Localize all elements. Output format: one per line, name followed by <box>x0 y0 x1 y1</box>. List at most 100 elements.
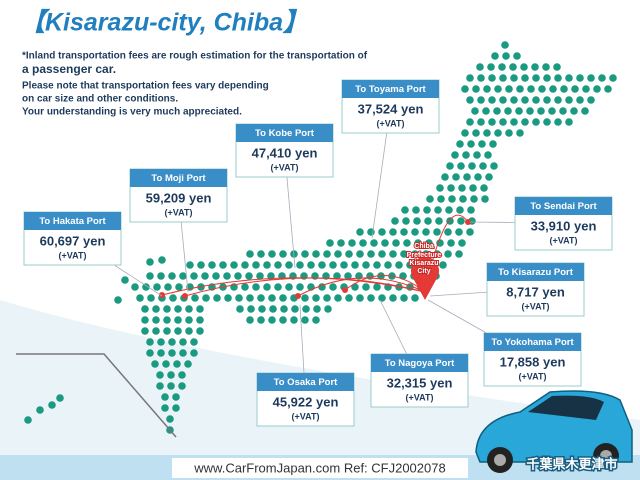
map-dot <box>423 206 431 214</box>
map-dot <box>400 294 408 302</box>
map-dot <box>456 206 464 214</box>
map-dot <box>146 272 154 280</box>
map-dot <box>172 404 180 412</box>
port-name: To Moji Port <box>151 173 206 184</box>
map-dot <box>537 107 545 115</box>
ref-box <box>172 458 468 478</box>
map-dot <box>504 107 512 115</box>
map-dot <box>301 316 309 324</box>
map-dot <box>576 96 584 104</box>
map-dot <box>466 118 474 126</box>
route <box>184 277 426 297</box>
map-dot <box>559 107 567 115</box>
map-dot <box>476 63 484 71</box>
map-dot <box>268 294 276 302</box>
map-dot <box>458 184 466 192</box>
map-dot <box>212 272 220 280</box>
map-dot <box>543 118 551 126</box>
port-tax: (+VAT) <box>292 411 320 421</box>
port-tax: (+VAT) <box>519 371 547 381</box>
note: a passenger car. <box>22 62 116 76</box>
map-dot <box>587 96 595 104</box>
map-dot <box>313 305 321 313</box>
map-dot <box>425 239 433 247</box>
origin-label: City <box>417 268 430 275</box>
note: Please note that transportation fees var… <box>22 81 269 92</box>
map-dot <box>131 283 139 291</box>
map-dot <box>274 283 282 291</box>
map-dot <box>235 294 243 302</box>
map-dot <box>378 228 386 236</box>
origin-marker: Chiba Prefecture Kisarazu City <box>406 242 442 300</box>
map-dot <box>426 195 434 203</box>
map-dot <box>312 294 320 302</box>
port-tax: (+VAT) <box>550 235 578 245</box>
map-dot <box>373 261 381 269</box>
map-dot <box>141 305 149 313</box>
map-dot <box>455 250 463 258</box>
map-dot <box>474 173 482 181</box>
port-price: 47,410 yen <box>252 145 318 160</box>
map-dot <box>147 294 155 302</box>
map-dot <box>197 261 205 269</box>
routes <box>159 214 471 299</box>
map-dot <box>392 239 400 247</box>
map-dot <box>543 74 551 82</box>
box-header <box>487 263 584 281</box>
box-header <box>515 197 612 215</box>
map-dot <box>447 184 455 192</box>
port-dot <box>159 292 165 298</box>
origin-label: Chiba <box>414 243 434 250</box>
map-dot <box>389 294 397 302</box>
map-dot <box>163 316 171 324</box>
map-dot <box>389 228 397 236</box>
map-dot <box>414 239 422 247</box>
map-dot <box>473 151 481 159</box>
map-dot <box>411 250 419 258</box>
map-dot <box>467 140 475 148</box>
map-dot <box>444 228 452 236</box>
map-dot <box>256 272 264 280</box>
map-dot <box>466 96 474 104</box>
map-dot <box>296 283 304 291</box>
map-dot <box>485 173 493 181</box>
map-dot <box>505 129 513 137</box>
map-dot <box>515 107 523 115</box>
map-dot <box>300 272 308 280</box>
box-header <box>236 124 333 142</box>
map-dot <box>447 239 455 247</box>
map-dot <box>494 129 502 137</box>
box-header <box>371 354 468 372</box>
map-dot <box>163 327 171 335</box>
map-dot <box>174 316 182 324</box>
map-dot <box>412 206 420 214</box>
map-dot <box>411 228 419 236</box>
map-dot <box>201 272 209 280</box>
port-dot <box>182 293 188 299</box>
map-dot <box>146 349 154 357</box>
port-name: To Toyama Port <box>355 84 426 95</box>
pin <box>410 256 439 300</box>
map-dot <box>433 228 441 236</box>
map-dot <box>179 349 187 357</box>
map-dot <box>502 52 510 60</box>
map-dot <box>185 305 193 313</box>
map-dot <box>510 118 518 126</box>
title: 【Kisarazu-city, Chiba】 <box>20 9 308 37</box>
map-dot <box>359 239 367 247</box>
map-dot <box>481 195 489 203</box>
map-dot <box>158 256 166 264</box>
ref-text: www.CarFromJapan.com Ref: CFJ2002078 <box>193 460 445 475</box>
note: Your understanding is very much apprecia… <box>22 107 242 118</box>
map-dot <box>162 360 170 368</box>
map-dot <box>510 74 518 82</box>
map-dot <box>24 416 32 424</box>
map-dot <box>400 228 408 236</box>
port-name: To Sendai Port <box>530 201 597 212</box>
map-dot <box>156 371 164 379</box>
map-dot <box>565 118 573 126</box>
map-dot <box>478 140 486 148</box>
map-dot <box>582 85 590 93</box>
map-dot <box>395 261 403 269</box>
map-dot <box>434 206 442 214</box>
